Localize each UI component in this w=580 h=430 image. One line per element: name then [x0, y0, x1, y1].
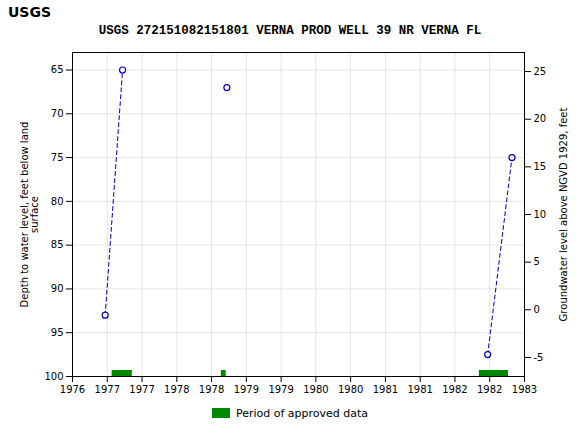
svg-text:Groundwater level above NGVD 1: Groundwater level above NGVD 1929, feet — [558, 108, 569, 322]
svg-text:65: 65 — [51, 64, 64, 75]
svg-text:70: 70 — [51, 108, 64, 119]
svg-text:80: 80 — [51, 196, 64, 207]
svg-text:1978: 1978 — [164, 384, 189, 395]
svg-text:15: 15 — [534, 161, 547, 172]
svg-text:1981: 1981 — [373, 384, 398, 395]
svg-text:75: 75 — [51, 152, 64, 163]
svg-text:1979: 1979 — [268, 384, 293, 395]
svg-text:100: 100 — [44, 371, 63, 382]
svg-text:25: 25 — [534, 66, 547, 77]
svg-text:1980: 1980 — [303, 384, 328, 395]
svg-text:1981: 1981 — [407, 384, 432, 395]
svg-text:5: 5 — [534, 256, 540, 267]
html-text:USGS: USGS — [8, 4, 51, 20]
svg-text:10: 10 — [534, 209, 547, 220]
svg-text:20: 20 — [534, 113, 547, 124]
svg-text:1982: 1982 — [442, 384, 467, 395]
svg-text:1982: 1982 — [477, 384, 502, 395]
svg-text:1980: 1980 — [338, 384, 363, 395]
svg-text:1979: 1979 — [234, 384, 259, 395]
svg-text:1977: 1977 — [95, 384, 120, 395]
svg-text:1976: 1976 — [60, 384, 85, 395]
svg-text:-5: -5 — [534, 352, 544, 363]
svg-text:0: 0 — [534, 304, 540, 315]
svg-text:1978: 1978 — [199, 384, 224, 395]
svg-text:85: 85 — [51, 239, 64, 250]
svg-text:1983: 1983 — [512, 384, 537, 395]
svg-text:90: 90 — [51, 283, 64, 294]
html-text:USGS 272151082151801 VERNA PRO: USGS 272151082151801 VERNA PROD WELL 39 … — [98, 24, 482, 38]
svg-text:1977: 1977 — [129, 384, 154, 395]
svg-text:95: 95 — [51, 327, 64, 338]
svg-text:Depth to water level, feet bel: Depth to water level, feet below landsur… — [19, 122, 40, 308]
html-text:Period of approved data: Period of approved data — [235, 406, 369, 420]
